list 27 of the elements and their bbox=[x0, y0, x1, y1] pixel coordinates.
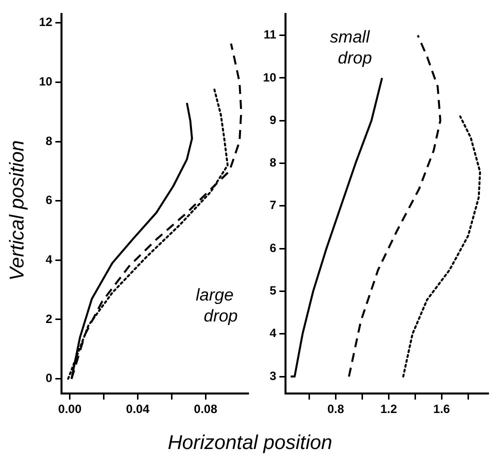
y-tick-label: 2 bbox=[46, 312, 53, 326]
y-tick-label: 9 bbox=[270, 112, 277, 127]
y-tick-label: 4 bbox=[46, 252, 53, 266]
y-axis-title: Vertical position bbox=[6, 140, 30, 280]
y-tick-label: 3 bbox=[270, 368, 277, 383]
annotation: small drop bbox=[330, 27, 372, 68]
y-tick-label: 5 bbox=[270, 284, 277, 298]
y-tick-label: 7 bbox=[270, 198, 277, 212]
x-tick-label: 0.8 bbox=[327, 402, 344, 416]
y-tick-label: 10 bbox=[262, 70, 277, 84]
x-tick-label: 1.2 bbox=[380, 402, 398, 416]
x-tick-label: 0.00 bbox=[58, 402, 82, 416]
y-tick-label: 8 bbox=[46, 134, 53, 148]
y-tick-label: 0 bbox=[46, 371, 53, 386]
y-tick-label: 10 bbox=[38, 74, 53, 89]
line-series bbox=[402, 115, 482, 378]
x-axis-title: Horizontal position bbox=[166, 432, 334, 455]
y-tick-label: 4 bbox=[270, 326, 277, 340]
x-tick-label: 0.04 bbox=[126, 402, 150, 416]
x-tick-label: 1.6 bbox=[433, 402, 450, 416]
annotation: large drop bbox=[196, 286, 238, 326]
y-tick-label: 6 bbox=[270, 240, 277, 255]
y-tick-label: 12 bbox=[38, 15, 53, 30]
x-tick-label: 0.08 bbox=[194, 402, 218, 416]
y-tick-label: 6 bbox=[46, 193, 53, 208]
y-tick-label: 11 bbox=[264, 28, 277, 42]
y-tick-label: 8 bbox=[270, 156, 277, 170]
